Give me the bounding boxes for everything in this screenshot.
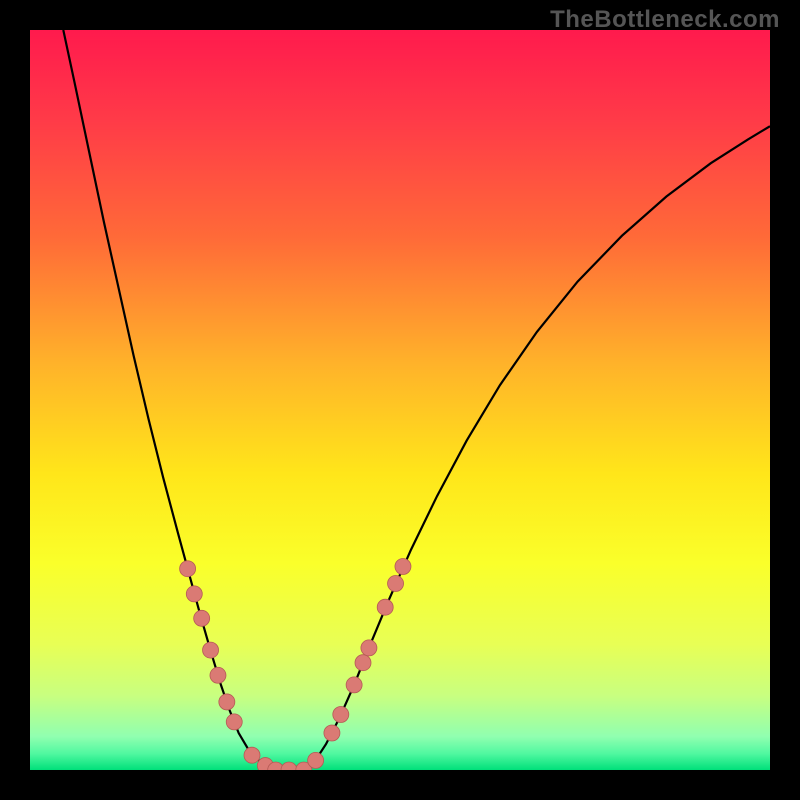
data-marker (333, 707, 349, 723)
data-marker (186, 586, 202, 602)
plot-area (30, 30, 770, 770)
data-marker (377, 599, 393, 615)
data-marker (194, 610, 210, 626)
data-marker (346, 677, 362, 693)
gradient-background (30, 30, 770, 770)
data-marker (226, 714, 242, 730)
data-marker (219, 694, 235, 710)
chart-frame: TheBottleneck.com (0, 0, 800, 800)
data-marker (388, 576, 404, 592)
data-marker (308, 752, 324, 768)
data-marker (244, 747, 260, 763)
data-marker (361, 640, 377, 656)
data-marker (210, 667, 226, 683)
data-marker (395, 559, 411, 575)
bottleneck-curve-chart (30, 30, 770, 770)
data-marker (355, 655, 371, 671)
data-marker (180, 561, 196, 577)
data-marker (324, 725, 340, 741)
data-marker (203, 642, 219, 658)
